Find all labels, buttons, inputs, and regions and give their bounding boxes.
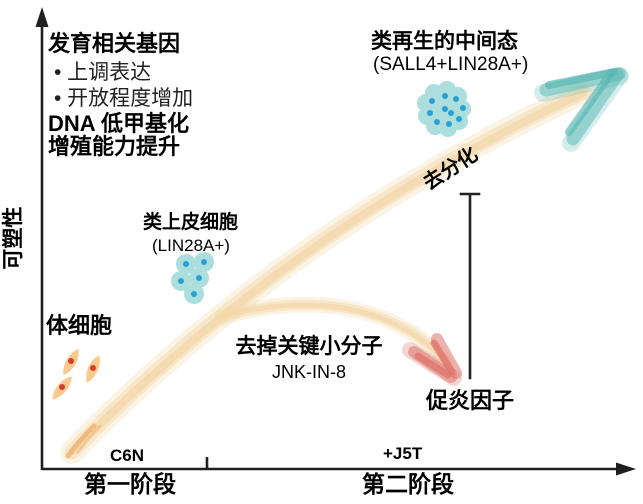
main-trajectory-arrow — [60, 80, 596, 464]
remove-molecule-line2: JNK-IN-8 — [271, 362, 346, 382]
y-axis-label: 可塑性 — [1, 206, 25, 270]
cell-cluster-small-icon — [171, 252, 214, 304]
branch-arrow — [214, 296, 454, 370]
axes — [40, 24, 619, 471]
dev-genes-bullet-1: • 上调表达 — [54, 61, 152, 84]
somatic-cells-label: 体细胞 — [46, 313, 113, 338]
cell-cluster-large-icon — [417, 81, 471, 137]
x-axis-condition-c6n: C6N — [110, 446, 145, 465]
main-trajectory-tail-strokes — [65, 423, 102, 459]
axis-arrowheads — [35, 7, 636, 476]
remove-molecule-line1: 去掉关键小分子 — [235, 335, 383, 358]
x-axis-arrowhead-icon — [616, 462, 636, 476]
x-axis-stage2-label: 第二阶段 — [362, 471, 454, 497]
remove-molecule-note: 去掉关键小分子 JNK-IN-8 — [224, 330, 394, 383]
epithelioid-cells-marker: (LIN28A+) — [152, 236, 230, 255]
teal-arrowhead-icon — [534, 67, 629, 152]
x-axis-stage1-label: 第一阶段 — [84, 471, 176, 497]
epithelioid-cells-title: 类上皮细胞 — [143, 212, 239, 233]
x-axis-condition-j5t: +J5T — [383, 444, 423, 463]
inhibition-tbar — [459, 192, 481, 380]
proliferation-label: 增殖能力提升 — [48, 134, 181, 159]
y-axis-arrowhead-icon — [35, 7, 49, 27]
red-arrowhead-icon — [402, 333, 462, 386]
somatic-cells-icon — [52, 349, 100, 400]
intermediate-state-marker: (SALL4+LIN28A+) — [373, 54, 529, 75]
proinflammatory-label: 促炎因子 — [426, 388, 515, 413]
dev-genes-bullet-2: • 开放程度增加 — [54, 87, 194, 110]
dev-genes-title: 发育相关基因 — [48, 31, 181, 56]
dna-hypomethylation-label: DNA 低甲基化 — [48, 111, 189, 136]
intermediate-state-title: 类再生的中间态 — [371, 30, 518, 53]
